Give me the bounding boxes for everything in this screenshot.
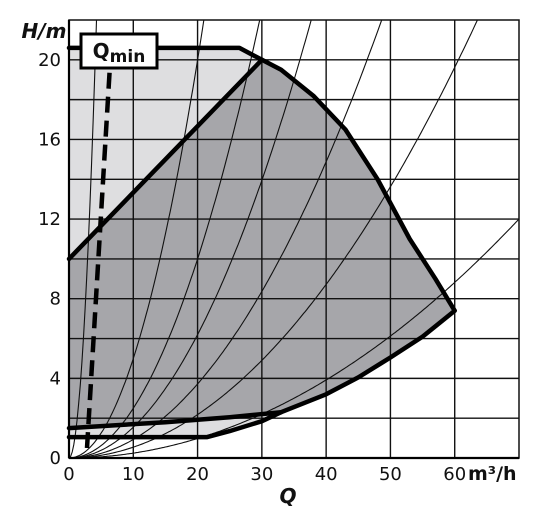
x-tick-label: 40 xyxy=(315,464,338,485)
y-tick-label: 12 xyxy=(38,209,61,230)
pump-curve xyxy=(66,409,284,440)
x-axis-unit: m³/h xyxy=(468,463,517,485)
qmin-label-box xyxy=(79,32,159,70)
qmin-label: Qmin xyxy=(93,39,146,67)
system-curve xyxy=(69,20,479,458)
system-curve xyxy=(69,20,261,458)
y-tick-label: 16 xyxy=(38,129,61,150)
system-curve xyxy=(69,20,383,458)
x-tick-label: 50 xyxy=(379,464,402,485)
qmin-marker: Qmin xyxy=(79,32,159,449)
y-tick-label: 0 xyxy=(50,448,61,469)
axes xyxy=(67,19,520,460)
system-curve xyxy=(69,20,312,458)
grid xyxy=(69,20,519,458)
y-tick-label: 8 xyxy=(50,289,61,310)
y-axis-title: H/m xyxy=(22,19,67,43)
pump-curve xyxy=(66,45,457,431)
y-tick-label: 4 xyxy=(50,368,61,389)
x-tick-label: 20 xyxy=(186,464,209,485)
y-tick-label: 20 xyxy=(38,50,61,71)
x-tick-label: 30 xyxy=(250,464,273,485)
axis-labels: 0 10 20 30 40 50 60 0 4 8 12 16 20 Qm³/h H/m xyxy=(22,19,517,508)
system-curve xyxy=(69,20,98,458)
x-tick-label: 0 xyxy=(63,464,74,485)
x-tick-label: 60 xyxy=(443,464,466,485)
x-axis-title: Q xyxy=(279,484,296,508)
x-tick-label: 10 xyxy=(122,464,145,485)
qmin-line xyxy=(84,51,114,449)
